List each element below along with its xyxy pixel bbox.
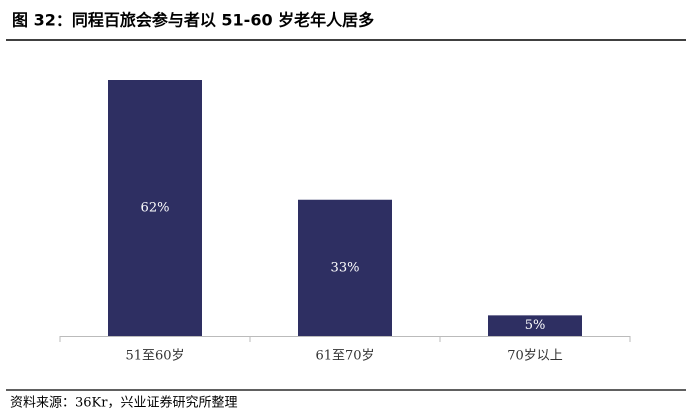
value-label: 33% [331,260,360,275]
source: 资料来源：36Kr，兴业证券研究所整理 [10,395,237,411]
bar [298,199,392,336]
bar [488,315,582,336]
x-tick-label: 70岁以上 [507,349,563,364]
chart-title: 图 32：同程百旅会参与者以 51-60 岁老年人居多 [12,11,374,30]
x-tick-label: 61至70岁 [315,349,374,364]
value-label: 5% [525,318,546,333]
x-tick-label: 51至60岁 [125,349,184,364]
value-label: 62% [141,201,170,216]
bar [108,80,202,336]
